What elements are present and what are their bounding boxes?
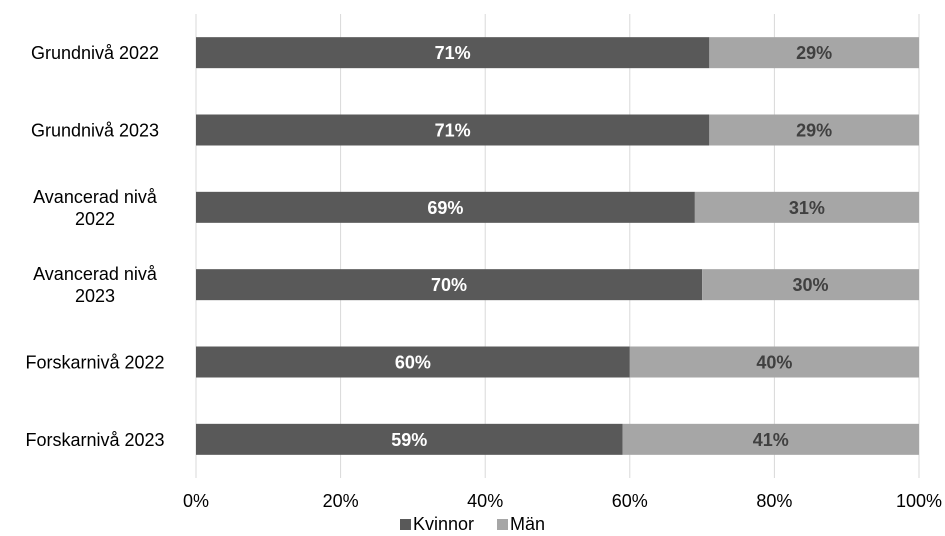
x-tick-label: 40% (467, 491, 503, 511)
bar-kvinnor (196, 269, 703, 301)
data-label: 31% (789, 198, 825, 218)
data-label: 71% (435, 121, 471, 141)
category-label: Forskarnivå 2023 (25, 430, 164, 450)
bar-kvinnor (196, 423, 623, 455)
category-label: Grundnivå 2022 (31, 43, 159, 63)
bar-m-n (702, 269, 919, 301)
bar-m-n (694, 191, 919, 223)
bar-kvinnor (196, 191, 695, 223)
category-label: Grundnivå 2023 (31, 121, 159, 141)
x-tick-label: 20% (323, 491, 359, 511)
bar-kvinnor (196, 37, 710, 69)
data-label: 59% (391, 430, 427, 450)
bar-m-n (622, 423, 919, 455)
category-label: Avancerad nivå (33, 264, 158, 284)
data-label: 40% (756, 353, 792, 373)
x-tick-label: 60% (612, 491, 648, 511)
category-label: 2023 (75, 286, 115, 306)
category-label: Forskarnivå 2022 (25, 353, 164, 373)
category-label: Avancerad nivå (33, 187, 158, 207)
data-label: 70% (431, 275, 467, 295)
bar-m-n (629, 346, 919, 378)
legend-swatch (497, 519, 508, 530)
data-label: 41% (753, 430, 789, 450)
category-labels: Grundnivå 2022 Grundnivå 2023 Avancerad ni… (25, 43, 164, 450)
x-tick-label: 80% (756, 491, 792, 511)
category-label: 2022 (75, 209, 115, 229)
data-label: 29% (796, 121, 832, 141)
legend-label: Män (510, 514, 545, 534)
data-label: 69% (427, 198, 463, 218)
data-label: 71% (435, 43, 471, 63)
data-label: 29% (796, 43, 832, 63)
x-tick-label: 100% (896, 491, 942, 511)
x-tick-label: 0% (183, 491, 209, 511)
bar-m-n (709, 37, 919, 69)
data-label: 60% (395, 353, 431, 373)
x-axis-tick-labels: 0% 20% 40% 60% 80% 100% (183, 491, 942, 511)
gridlines (195, 14, 920, 478)
bar-kvinnor (196, 346, 630, 378)
bars: 71% 29% 71% 29% 69% 31% 70% 30% 60% 40% 59% 41% (196, 37, 919, 455)
data-label: 30% (793, 275, 829, 295)
bar-kvinnor (196, 114, 710, 146)
legend-label: Kvinnor (413, 514, 474, 534)
legend-swatch (400, 519, 411, 530)
bar-m-n (709, 114, 919, 146)
legend: Kvinnor Män (400, 514, 545, 534)
